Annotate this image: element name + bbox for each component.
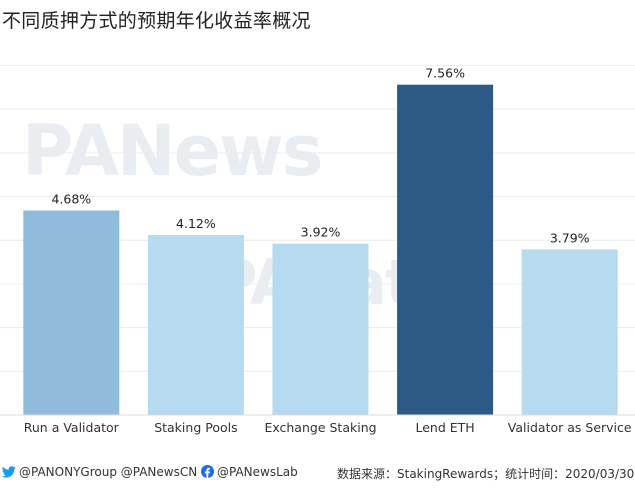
facebook-icon xyxy=(201,465,214,478)
x-tick-label-1: Staking Pools xyxy=(154,420,237,435)
data-label-4: 3.79% xyxy=(550,230,590,245)
x-tick-label-3: Lend ETH xyxy=(415,420,474,435)
bar-3 xyxy=(397,84,494,415)
facebook-handle: @PANewsLab xyxy=(201,465,298,479)
data-label-1: 4.12% xyxy=(176,216,216,231)
footer: @PANONYGroup @PANewsCN @PANewsLab 数据来源：S… xyxy=(0,462,635,484)
twitter-handles-text: @PANONYGroup @PANewsCN xyxy=(19,465,198,479)
chart-title: 不同质押方式的预期年化收益率概况 xyxy=(2,10,311,32)
bar-0 xyxy=(23,210,120,415)
x-tick-label-4: Validator as Service xyxy=(508,420,632,435)
data-label-0: 4.68% xyxy=(51,192,91,207)
twitter-handles: @PANONYGroup @PANewsCN xyxy=(1,465,198,479)
data-source: 数据来源：StakingRewards；统计时间：2020/03/30 xyxy=(337,467,635,481)
bar-2 xyxy=(272,243,369,415)
data-label-3: 7.56% xyxy=(425,66,465,81)
facebook-handle-text: @PANewsLab xyxy=(217,465,298,479)
data-label-2: 3.92% xyxy=(301,225,341,240)
x-tick-label-0: Run a Validator xyxy=(24,420,120,435)
bar-chart: 4.68% Run a Validator 4.12% Staking Pools 3.… xyxy=(0,64,635,435)
bar-4 xyxy=(521,249,618,415)
x-tick-label-2: Exchange Staking xyxy=(264,420,376,435)
twitter-icon xyxy=(1,466,16,478)
bar-1 xyxy=(147,234,244,415)
